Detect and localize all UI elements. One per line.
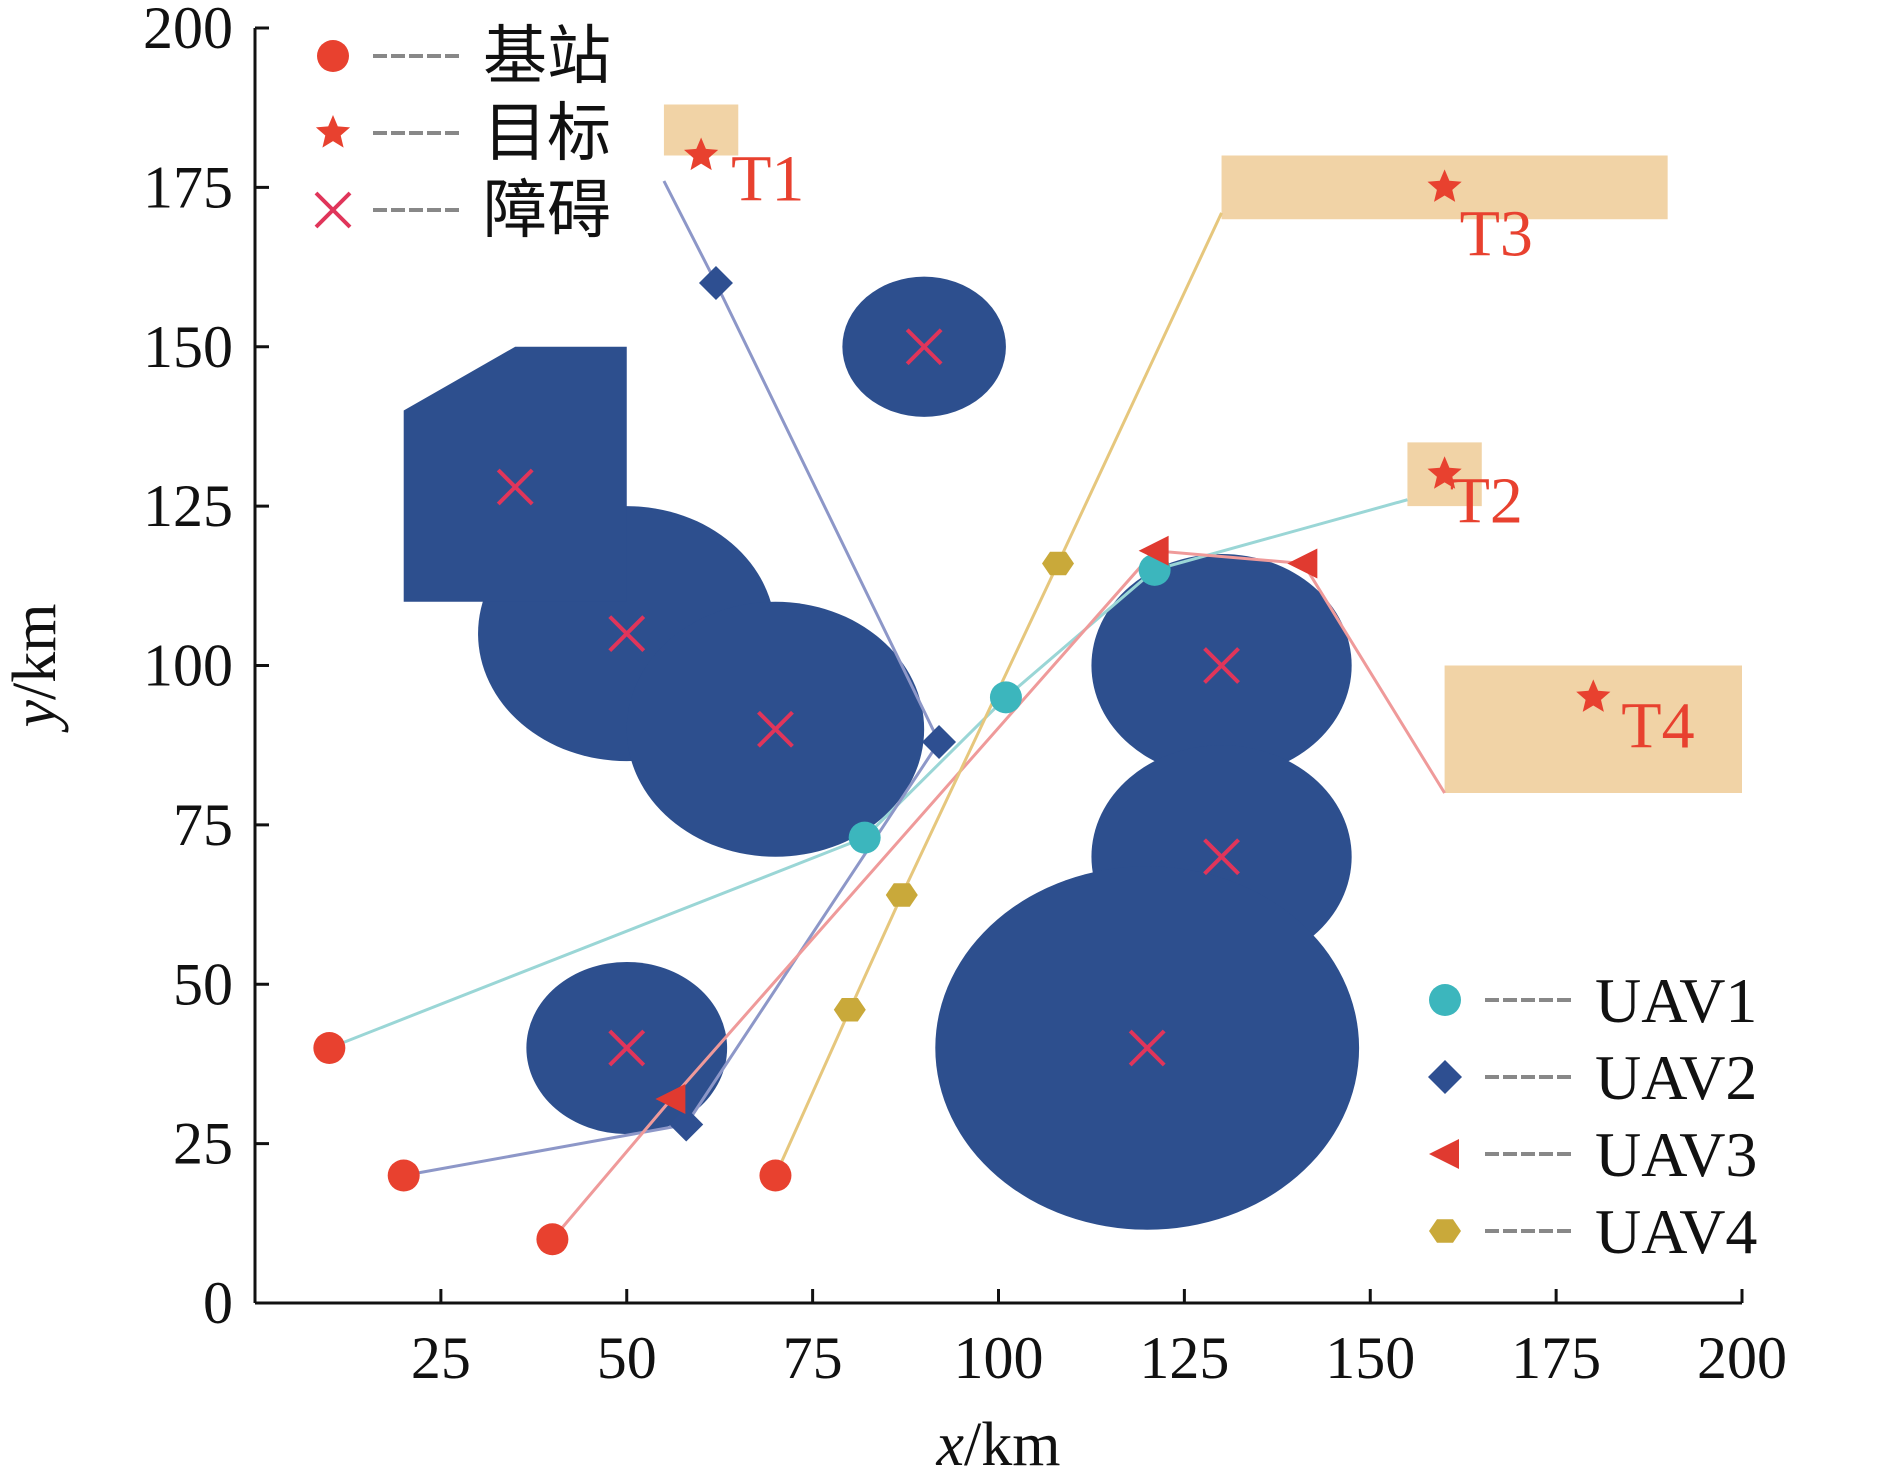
obstacle-center-2-stroke-b: [496, 468, 534, 506]
target-t3-label: T3: [1460, 197, 1533, 270]
obstacle-center-3: [608, 615, 646, 653]
y-tick-label-75: 75: [173, 792, 233, 858]
obstacle-center-8: [1128, 1029, 1166, 1067]
base-station-3: [536, 1223, 569, 1256]
x-tick-label-125: 125: [1139, 1325, 1229, 1391]
obstacle-center-5-stroke-b: [608, 1029, 646, 1067]
base-station-1: [313, 1032, 346, 1064]
legend-bottom-marker-3: [1429, 1139, 1459, 1169]
obstacles: [403, 276, 1360, 1230]
x-tick-label-100: 100: [954, 1325, 1044, 1391]
x-tick-label-150: 150: [1325, 1325, 1415, 1391]
target-t4-label: T4: [1621, 689, 1694, 762]
y-tick-label-200: 200: [143, 0, 233, 61]
legend-bottom-marker-1: [1429, 984, 1461, 1016]
obstacle-center-8-stroke-b: [1128, 1029, 1166, 1067]
uav4-marker-2: [885, 883, 918, 907]
target-t3-star: [1427, 169, 1462, 202]
y-tick-label-25: 25: [173, 1111, 233, 1177]
obstacle-center-1: [905, 328, 943, 366]
legend-bottom-label-2: UAV2: [1595, 1042, 1757, 1113]
legend-bottom-marker-4: [1429, 1219, 1461, 1243]
x-tick-label-175: 175: [1511, 1325, 1601, 1391]
target-t1-star: [684, 137, 719, 171]
x-axis-label-var: x: [936, 1411, 965, 1479]
obstacle-center-4-stroke-b: [757, 710, 794, 748]
legend-top-marker-1: [317, 40, 349, 72]
obstacle-center-5: [608, 1029, 646, 1067]
legend-bottom-label-4: UAV4: [1595, 1196, 1757, 1267]
legend-bottom-label-1: UAV1: [1595, 965, 1757, 1036]
obstacle-centers: [496, 328, 1240, 1067]
legend-top-marker-3: [314, 191, 352, 229]
uav1-marker-1: [848, 821, 881, 854]
legend-bottom-label-3: UAV3: [1595, 1119, 1757, 1190]
y-tick-label-0: 0: [203, 1270, 233, 1336]
uav-markers: [655, 266, 1318, 1142]
y-tick-label-175: 175: [143, 154, 233, 220]
obstacle-center-6: [1203, 647, 1240, 684]
uav1-marker-2: [989, 681, 1022, 714]
y-axis-label-unit: /km: [1, 604, 69, 700]
obstacle-center-7: [1203, 838, 1240, 876]
uav3-marker-3: [1287, 548, 1318, 579]
uav4-marker-3: [1042, 551, 1074, 576]
uav2-marker-1: [669, 1107, 704, 1142]
uav2-marker-2: [922, 725, 957, 759]
uav2-marker-3: [698, 266, 733, 300]
base-station-4: [759, 1159, 792, 1192]
y-tick-label-125: 125: [143, 473, 233, 539]
obstacle-center-1-stroke-b: [905, 328, 943, 366]
legend-top-label-3: 障碍: [483, 175, 611, 246]
target-t2-star: [1427, 456, 1462, 489]
base-stations: [313, 1032, 792, 1256]
obstacle-center-7-stroke-b: [1203, 838, 1240, 876]
obstacle-center-3-stroke-b: [608, 615, 646, 653]
obstacle-polygon-1: [403, 346, 627, 602]
obstacle-center-2: [496, 468, 534, 506]
base-station-2: [387, 1159, 420, 1192]
uav3-marker-2: [1138, 535, 1169, 566]
x-tick-label-50: 50: [597, 1325, 657, 1391]
x-tick-label-75: 75: [783, 1325, 843, 1391]
legend-top-marker-2: [315, 115, 351, 148]
targets: T1 T2 T3 T4: [684, 137, 1695, 762]
y-tick-label-150: 150: [143, 314, 233, 380]
y-tick-label-50: 50: [173, 951, 233, 1017]
target-t4-star: [1576, 679, 1611, 712]
y-axis-label-var: y: [1, 699, 69, 733]
target-t1-label: T1: [731, 143, 804, 216]
uav4-marker-1: [833, 998, 866, 1022]
x-axis-label-unit: /km: [964, 1411, 1060, 1479]
legend-top-marker-3-stroke-b: [314, 191, 352, 229]
target-t2-label: T2: [1450, 464, 1523, 537]
y-tick-label-100: 100: [143, 633, 233, 699]
axes: 25 50 75 100 125 150 175 200 0 25 50 75 100 125 150 175…: [1, 0, 1787, 1479]
obstacle-center-6-stroke-b: [1203, 647, 1240, 684]
legend-bottom-marker-2: [1428, 1060, 1462, 1094]
x-tick-label-25: 25: [411, 1325, 471, 1391]
legend-top-label-2: 目标: [483, 98, 611, 169]
legend-top-label-1: 基站: [483, 21, 611, 92]
x-axis-label: x/km: [936, 1411, 1061, 1479]
x-tick-label-200: 200: [1697, 1325, 1787, 1391]
y-axis-label: y/km: [1, 604, 69, 734]
obstacle-center-4: [757, 710, 794, 748]
uav3-marker-1: [655, 1084, 686, 1114]
